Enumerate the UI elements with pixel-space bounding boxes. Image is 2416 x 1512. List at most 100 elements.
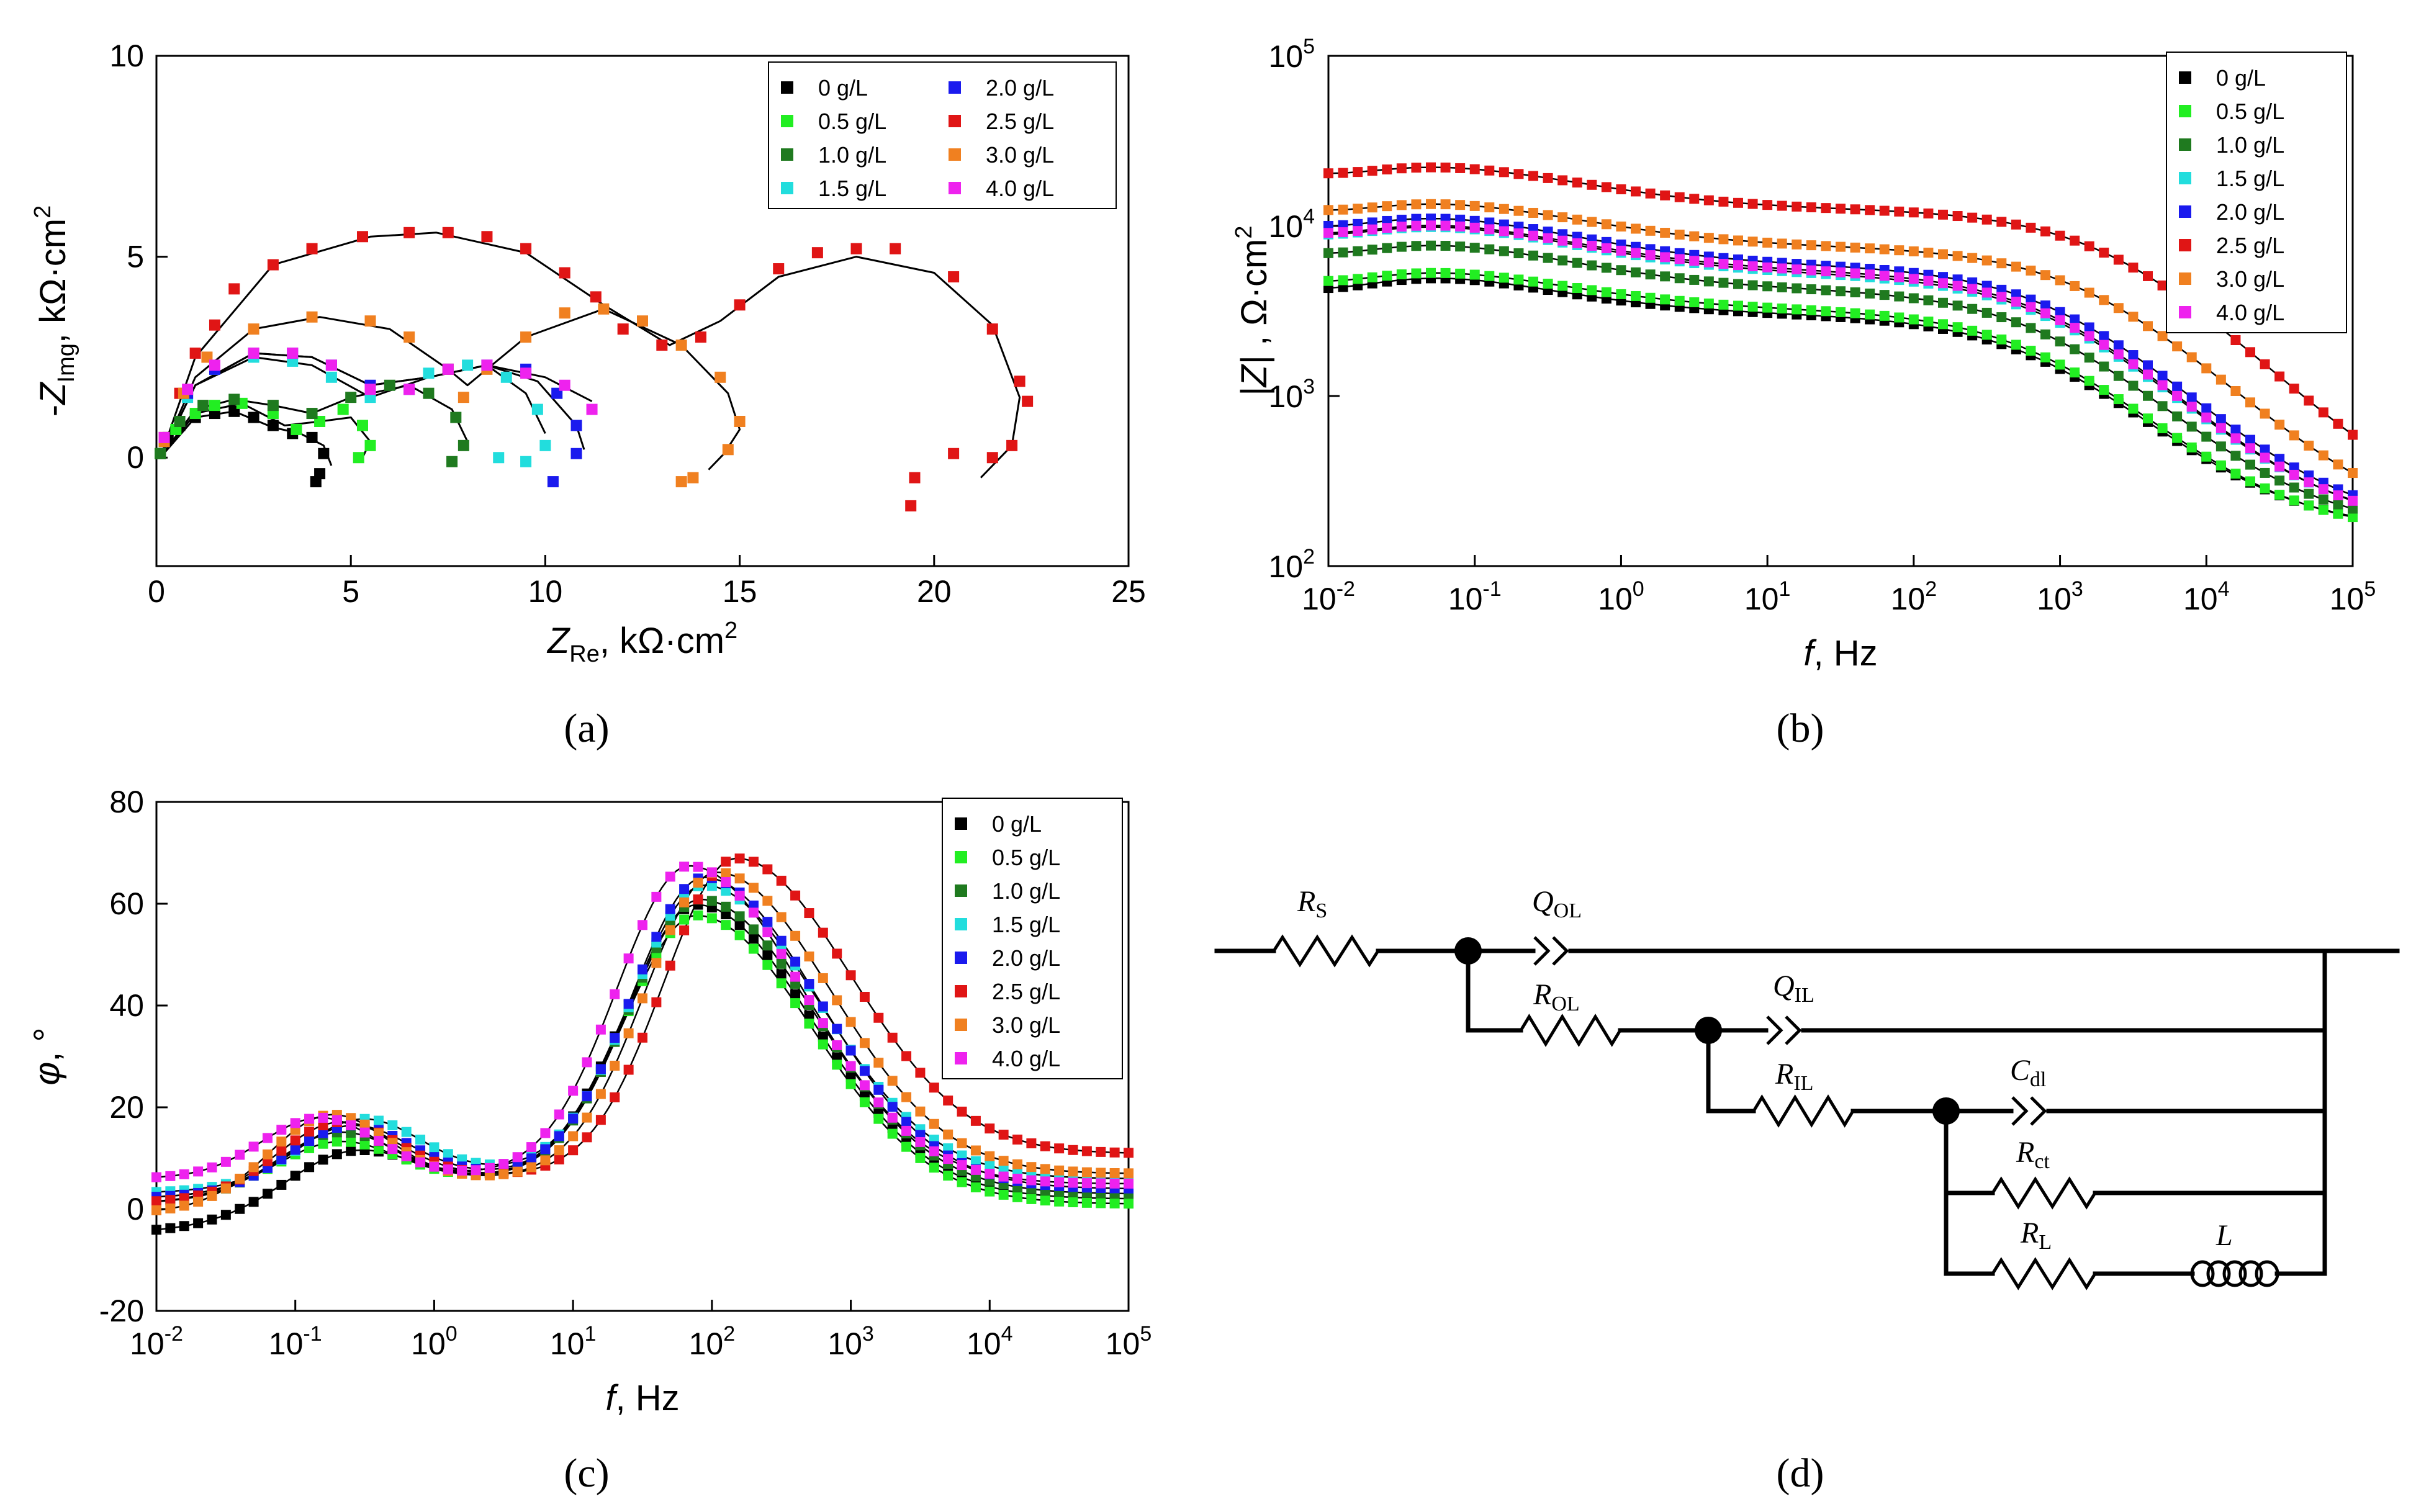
data-point [1616, 289, 1626, 299]
data-point [2318, 407, 2328, 418]
data-point [1865, 243, 1875, 254]
data-point [2084, 353, 2094, 363]
data-point [679, 914, 690, 925]
data-point [2230, 451, 2241, 461]
data-point [1096, 1198, 1106, 1208]
data-point [179, 1169, 189, 1179]
legend-item-0-g-L: 0 g/L [781, 75, 868, 101]
data-point [623, 999, 634, 1009]
tick-label: 100 [411, 1322, 458, 1361]
label-q-ol: QOL [1532, 885, 1582, 922]
resistor-r-il [1752, 1094, 1855, 1128]
data-point [679, 862, 690, 872]
data-point [1124, 1199, 1134, 1209]
data-point [1353, 246, 1363, 256]
data-point [1026, 1175, 1037, 1186]
data-point [850, 243, 862, 254]
legend-label: 0 g/L [2216, 65, 2266, 91]
data-point [1022, 395, 1034, 407]
data-point [679, 925, 690, 935]
resistor-r-ct [1991, 1176, 2097, 1210]
series-4-0-g-L [158, 347, 598, 443]
data-point [1908, 246, 1919, 256]
data-point [762, 896, 773, 906]
data-point [2201, 363, 2212, 374]
data-point [443, 1164, 453, 1175]
label-rs: RS [1297, 885, 1327, 922]
data-point [2186, 442, 2197, 452]
data-point [197, 400, 209, 412]
data-point [1068, 1197, 1078, 1207]
data-point [804, 1010, 814, 1020]
data-point [748, 943, 759, 954]
data-point [665, 960, 675, 971]
data-point [1499, 272, 1509, 283]
data-point [734, 911, 745, 922]
data-point [1026, 1138, 1037, 1149]
legend-label: 2.5 g/L [986, 109, 1054, 134]
data-point [2040, 329, 2050, 340]
data-point [1068, 1145, 1078, 1155]
data-point [582, 1132, 592, 1143]
data-point [1952, 281, 1963, 291]
data-point [304, 1136, 315, 1146]
data-point [1908, 314, 1919, 325]
data-point [2026, 302, 2036, 312]
legend-marker [2179, 239, 2191, 251]
series-2-5-g-L [1323, 162, 2358, 440]
data-point [356, 231, 368, 243]
legend-marker [2179, 105, 2191, 117]
data-point [291, 423, 302, 435]
data-point [1792, 304, 1802, 315]
data-point [748, 857, 759, 867]
data-point [693, 878, 703, 888]
caption-b: (b) [1777, 706, 1824, 751]
data-point [2215, 423, 2226, 433]
data-point [2084, 287, 2094, 298]
data-point [373, 1135, 384, 1146]
data-point [2245, 443, 2255, 454]
data-point [2157, 371, 2168, 381]
data-point [1411, 220, 1422, 231]
data-point [1124, 1148, 1134, 1158]
data-point [1109, 1178, 1120, 1189]
data-point [1572, 238, 1582, 248]
data-point [570, 420, 582, 431]
data-point [2318, 484, 2328, 495]
data-point [2099, 361, 2109, 372]
data-point [1513, 228, 1524, 238]
data-point [721, 877, 731, 888]
data-point [2113, 394, 2124, 405]
data-point [1367, 245, 1377, 255]
data-point [423, 387, 435, 399]
data-point [403, 227, 415, 238]
data-point [1012, 1174, 1023, 1184]
data-point [1821, 285, 1831, 295]
data-point [721, 909, 731, 920]
data-point [2304, 488, 2314, 499]
data-point [318, 1154, 328, 1165]
data-point [1879, 205, 1890, 216]
data-point [1645, 269, 1656, 280]
data-point [832, 1060, 842, 1070]
data-point [158, 431, 170, 443]
data-point [1792, 283, 1802, 294]
data-point [1821, 203, 1831, 214]
data-point [2143, 413, 2153, 424]
legend-label: 4.0 g/L [2216, 300, 2284, 325]
capacitor-c-dl [2011, 1096, 2047, 1126]
data-point [804, 979, 814, 989]
data-point [1967, 253, 1978, 263]
data-point [1426, 240, 1436, 251]
legend-label: 3.0 g/L [2216, 266, 2284, 292]
fit-curve-2-5-g-L [159, 232, 1021, 479]
data-point [1455, 241, 1466, 252]
data-point [1660, 294, 1670, 305]
data-point [1689, 274, 1700, 285]
data-point [2230, 335, 2241, 345]
data-point [267, 420, 279, 431]
data-point [2143, 390, 2153, 401]
data-point [762, 960, 773, 970]
tick-label: 102 [1891, 577, 1937, 616]
data-point [1469, 164, 1480, 174]
